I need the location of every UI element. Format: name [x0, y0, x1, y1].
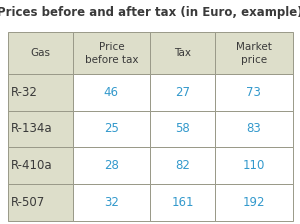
Bar — [150, 111, 215, 147]
Bar — [8, 111, 73, 147]
Bar — [215, 111, 292, 147]
Text: 73: 73 — [246, 86, 261, 99]
Text: Gas: Gas — [30, 48, 50, 58]
Bar — [215, 184, 292, 221]
Text: R-410a: R-410a — [11, 159, 53, 172]
Text: 58: 58 — [175, 122, 190, 136]
Text: 46: 46 — [104, 86, 119, 99]
Text: 32: 32 — [104, 196, 119, 209]
Text: 110: 110 — [243, 159, 265, 172]
Bar — [150, 184, 215, 221]
Bar — [8, 32, 73, 74]
Text: 28: 28 — [104, 159, 119, 172]
Bar — [215, 32, 292, 74]
Text: Tax: Tax — [174, 48, 191, 58]
Text: R-507: R-507 — [11, 196, 45, 209]
Text: Price
before tax: Price before tax — [85, 42, 138, 65]
Text: 192: 192 — [243, 196, 265, 209]
Bar — [150, 74, 215, 111]
Bar — [8, 74, 73, 111]
Bar — [215, 74, 292, 111]
Bar — [73, 184, 150, 221]
Bar — [8, 147, 73, 184]
Text: 161: 161 — [171, 196, 194, 209]
Text: Prices before and after tax (in Euro, example): Prices before and after tax (in Euro, ex… — [0, 6, 300, 19]
Text: Market
price: Market price — [236, 42, 272, 65]
Text: 83: 83 — [247, 122, 261, 136]
Bar — [8, 184, 73, 221]
Bar — [73, 147, 150, 184]
Bar — [150, 32, 215, 74]
Text: R-32: R-32 — [11, 86, 38, 99]
Bar — [73, 32, 150, 74]
Text: 27: 27 — [175, 86, 190, 99]
Bar — [150, 147, 215, 184]
Text: R-134a: R-134a — [11, 122, 53, 136]
Bar — [215, 147, 292, 184]
Bar — [73, 74, 150, 111]
Text: 25: 25 — [104, 122, 119, 136]
Text: 82: 82 — [175, 159, 190, 172]
Bar — [73, 111, 150, 147]
